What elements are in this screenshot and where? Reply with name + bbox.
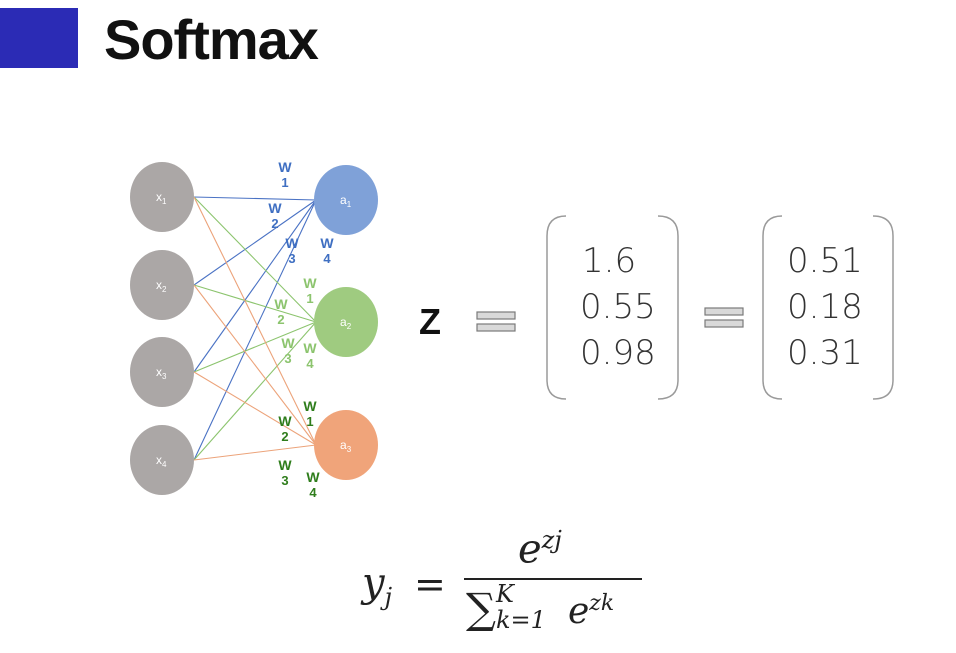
equals-sign-2 — [704, 307, 744, 328]
z-value-2: 0.55 — [580, 287, 656, 327]
output-node-a1 — [314, 165, 378, 235]
input-node-label-x2: x2 — [156, 278, 167, 294]
z-vector-right-bracket — [657, 215, 679, 400]
edge-x2-a2 — [193, 284, 317, 323]
edge-group — [193, 196, 317, 461]
input-node-label-x3: x3 — [156, 365, 167, 381]
equals-sign-1 — [476, 311, 516, 332]
softmax-value-1: 0.51 — [787, 241, 863, 281]
edge-x4-a3 — [193, 444, 317, 461]
edge-x3-a1 — [193, 199, 317, 373]
input-node-x1 — [130, 162, 194, 232]
edge-x1-a2 — [193, 196, 317, 323]
input-node-x3 — [130, 337, 194, 407]
sum-upper-limit: K — [495, 580, 514, 608]
edge-x2-a1 — [193, 199, 317, 286]
z-value-3: 0.98 — [580, 333, 656, 373]
edge-x4-a1 — [193, 199, 317, 461]
formula-lhs: yj — [362, 560, 393, 611]
softmax-value-3: 0.31 — [787, 333, 863, 373]
edge-x2-a3 — [193, 284, 317, 446]
output-node-a2 — [314, 287, 378, 357]
z-value-1: 1.6 — [582, 241, 636, 281]
title-accent-bar — [0, 8, 78, 68]
input-node-x2 — [130, 250, 194, 320]
equation-group: Z 1.6 0.55 0.98 0.51 0.18 0.31 — [419, 215, 894, 400]
edge-x1-a3 — [193, 196, 317, 446]
z-vector-left-bracket — [546, 215, 567, 400]
output-node-a3 — [314, 410, 378, 480]
input-node-x4 — [130, 425, 194, 495]
weight-label-group: W 1W 2W 3W 4W 1W 2W 3W 4W 1W 2W 3 W 4 — [268, 159, 334, 500]
input-node-label-x4: x4 — [156, 453, 167, 469]
formula-equals: = — [414, 562, 446, 606]
edge-x3-a2 — [193, 321, 317, 373]
edge-x3-a3 — [193, 371, 317, 446]
input-node-label-x1: x1 — [156, 190, 167, 206]
output-node-label-a3: a3 — [340, 438, 352, 454]
edge-x4-a2 — [193, 321, 317, 461]
sum-lower-limit: k=1 — [495, 606, 546, 634]
node-group: x1 x2 x3 x4 a1 a2 a3 — [130, 162, 378, 495]
softmax-value-2: 0.18 — [787, 287, 863, 327]
formula-numerator: ezj — [518, 526, 562, 573]
fraction-bar — [464, 578, 642, 580]
softmax-vector-right-bracket — [872, 215, 894, 400]
slide-title: Softmax — [104, 8, 319, 71]
edge-x1-a1 — [193, 196, 317, 201]
softmax-vector-left-bracket — [762, 215, 783, 400]
output-node-label-a2: a2 — [340, 315, 352, 331]
sum-symbol: ∑ — [466, 584, 496, 633]
output-node-label-a1: a1 — [340, 193, 352, 209]
z-label: Z — [419, 301, 441, 342]
